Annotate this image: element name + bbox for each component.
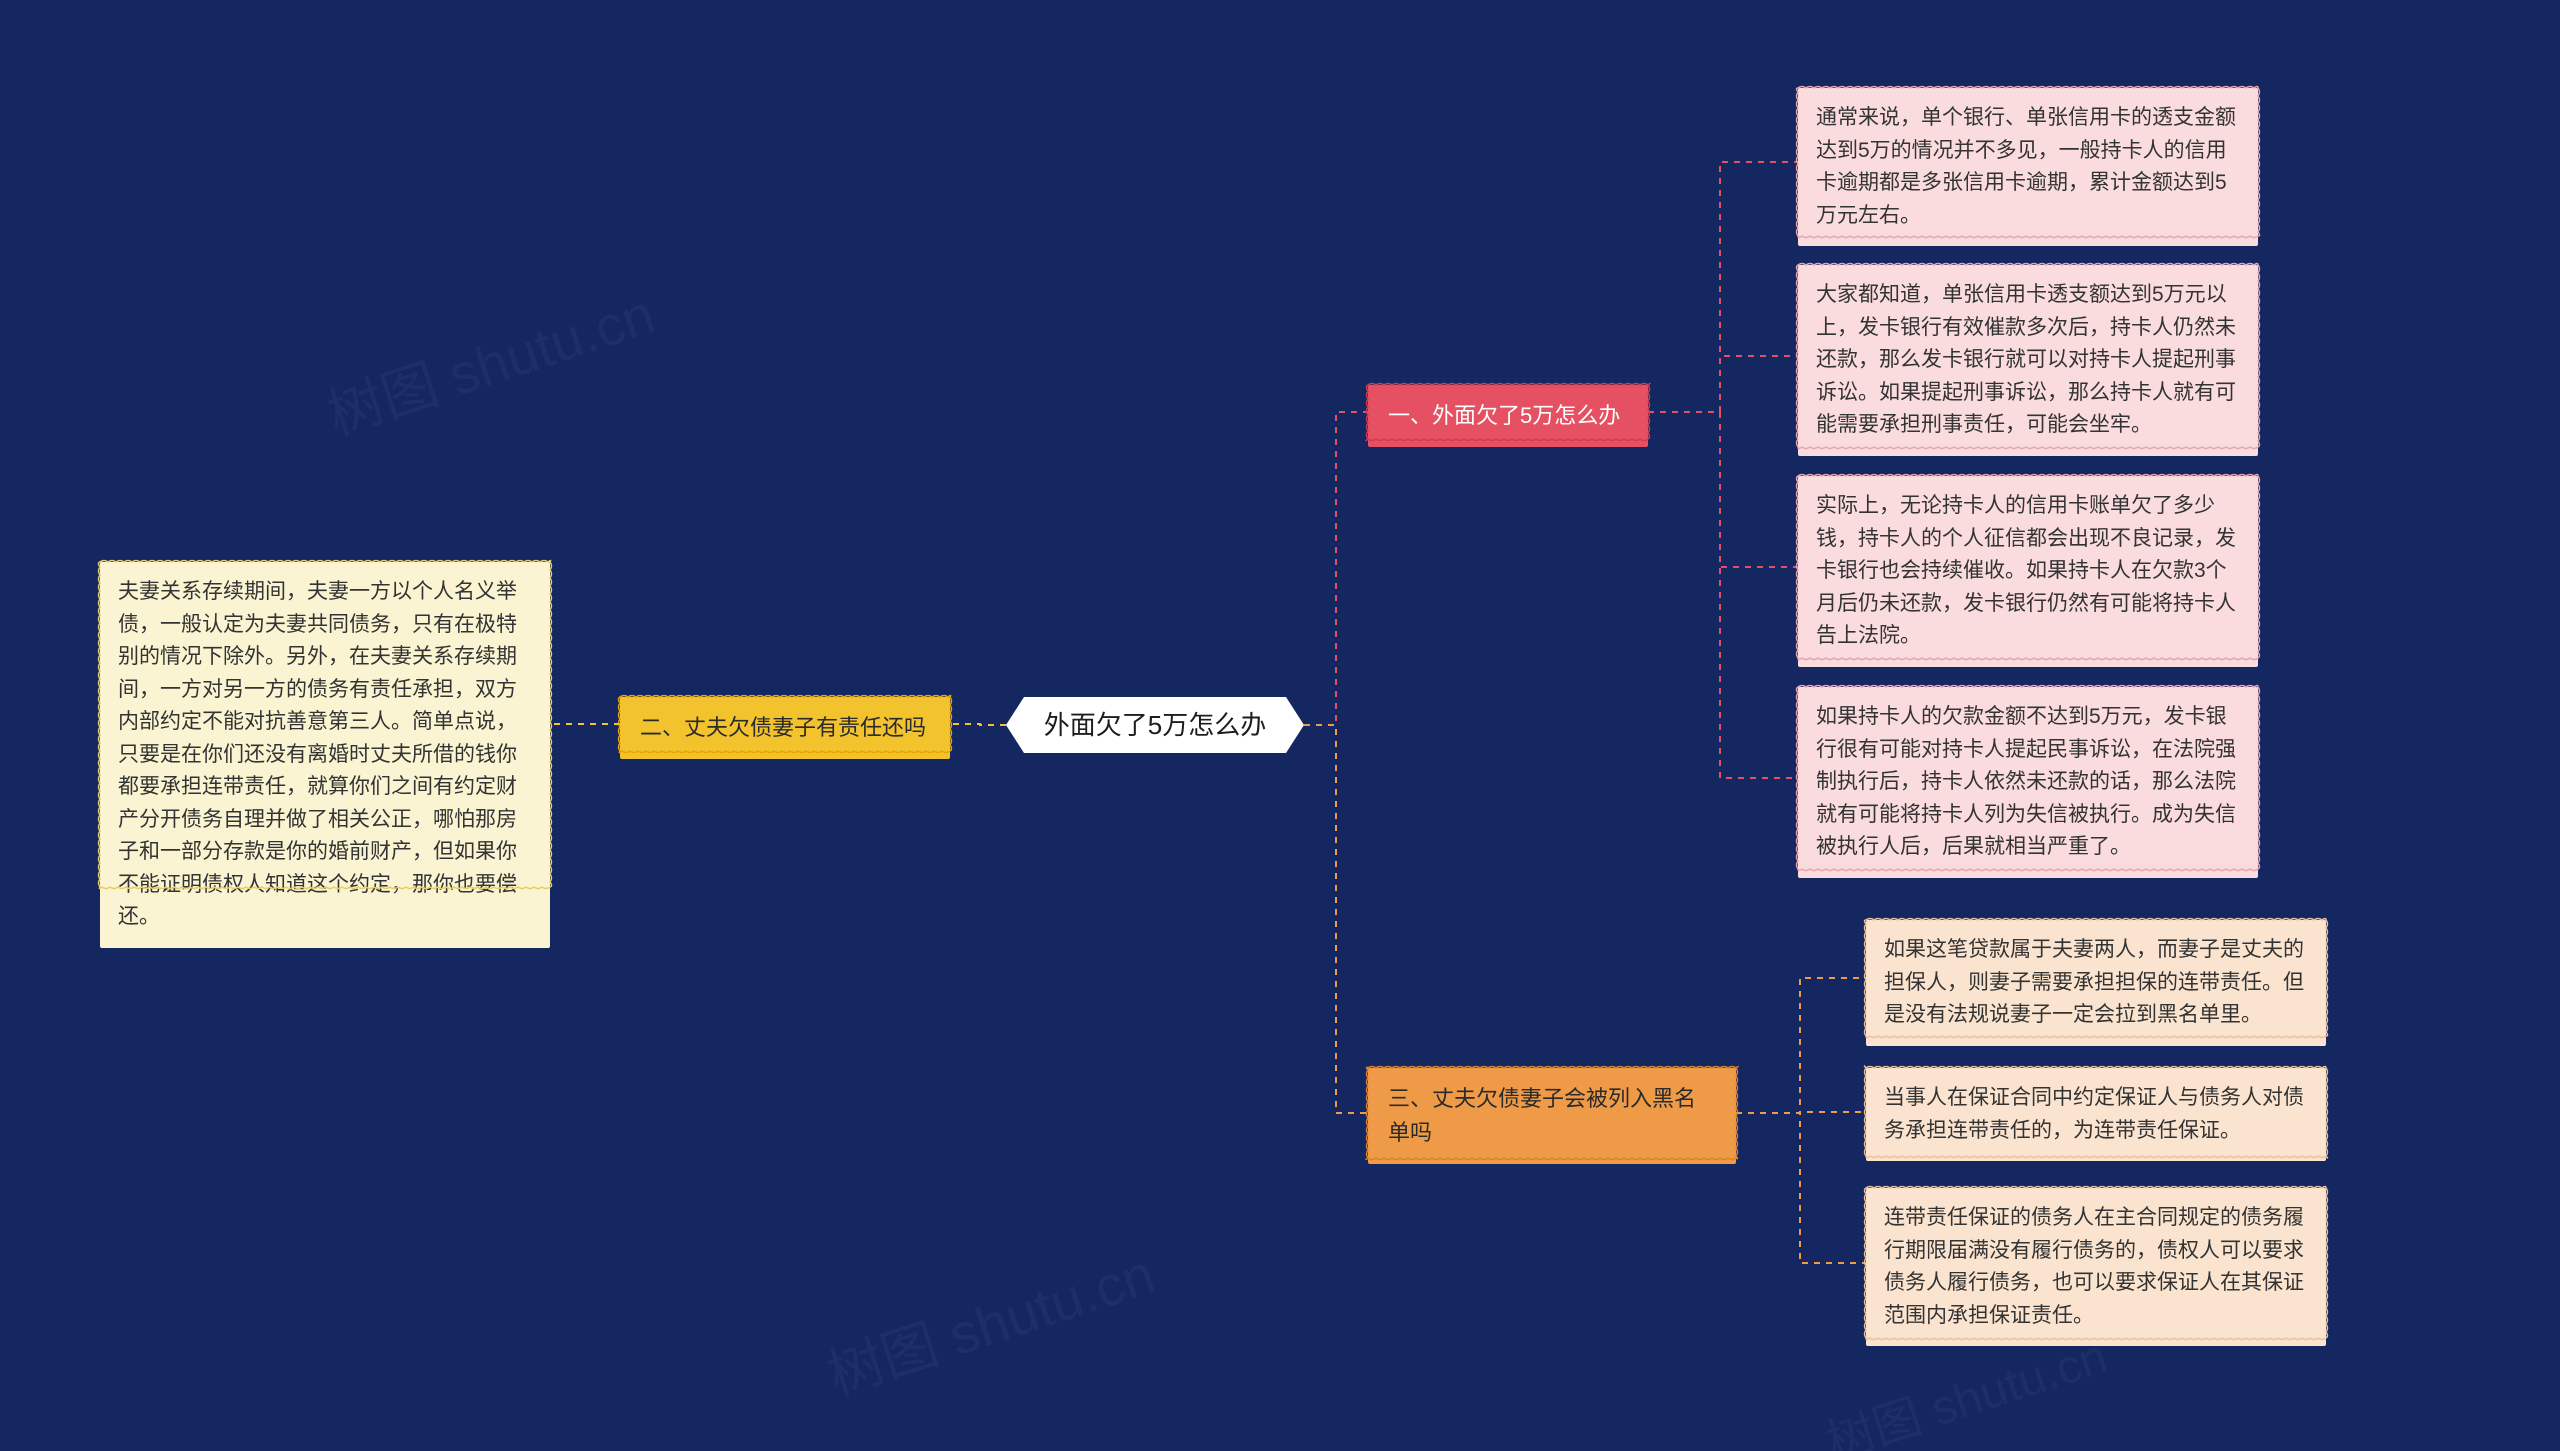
leaf-b3-2[interactable]: 连带责任保证的债务人在主合同规定的债务履行期限届满没有履行债务的，债权人可以要求…	[1866, 1188, 2326, 1346]
leaf-b1-3[interactable]: 如果持卡人的欠款金额不达到5万元，发卡银行很有可能对持卡人提起民事诉讼，在法院强…	[1798, 687, 2258, 878]
leaf-b1-1[interactable]: 大家都知道，单张信用卡透支额达到5万元以上，发卡银行有效催款多次后，持卡人仍然未…	[1798, 265, 2258, 456]
branch-3[interactable]: 三、丈夫欠债妻子会被列入黑名单吗	[1368, 1068, 1736, 1164]
mindmap-canvas: 树图 shutu.cn 树图 shutu.cn 树图 shutu.cn 树图 s…	[0, 0, 2560, 1451]
branch-2[interactable]: 二、丈夫欠债妻子有责任还吗	[620, 697, 950, 759]
root-node[interactable]: 外面欠了5万怎么办	[1006, 697, 1304, 753]
leaf-b1-0[interactable]: 通常来说，单个银行、单张信用卡的透支金额达到5万的情况并不多见，一般持卡人的信用…	[1798, 88, 2258, 246]
leaf-b3-1[interactable]: 当事人在保证合同中约定保证人与债务人对债务承担连带责任的，为连带责任保证。	[1866, 1068, 2326, 1161]
leaf-b1-2[interactable]: 实际上，无论持卡人的信用卡账单欠了多少钱，持卡人的个人征信都会出现不良记录，发卡…	[1798, 476, 2258, 667]
leaf-b2-0[interactable]: 夫妻关系存续期间，夫妻一方以个人名义举债，一般认定为夫妻共同债务，只有在极特别的…	[100, 562, 550, 948]
branch-1[interactable]: 一、外面欠了5万怎么办	[1368, 385, 1648, 447]
leaf-b3-0[interactable]: 如果这笔贷款属于夫妻两人，而妻子是丈夫的担保人，则妻子需要承担担保的连带责任。但…	[1866, 920, 2326, 1046]
